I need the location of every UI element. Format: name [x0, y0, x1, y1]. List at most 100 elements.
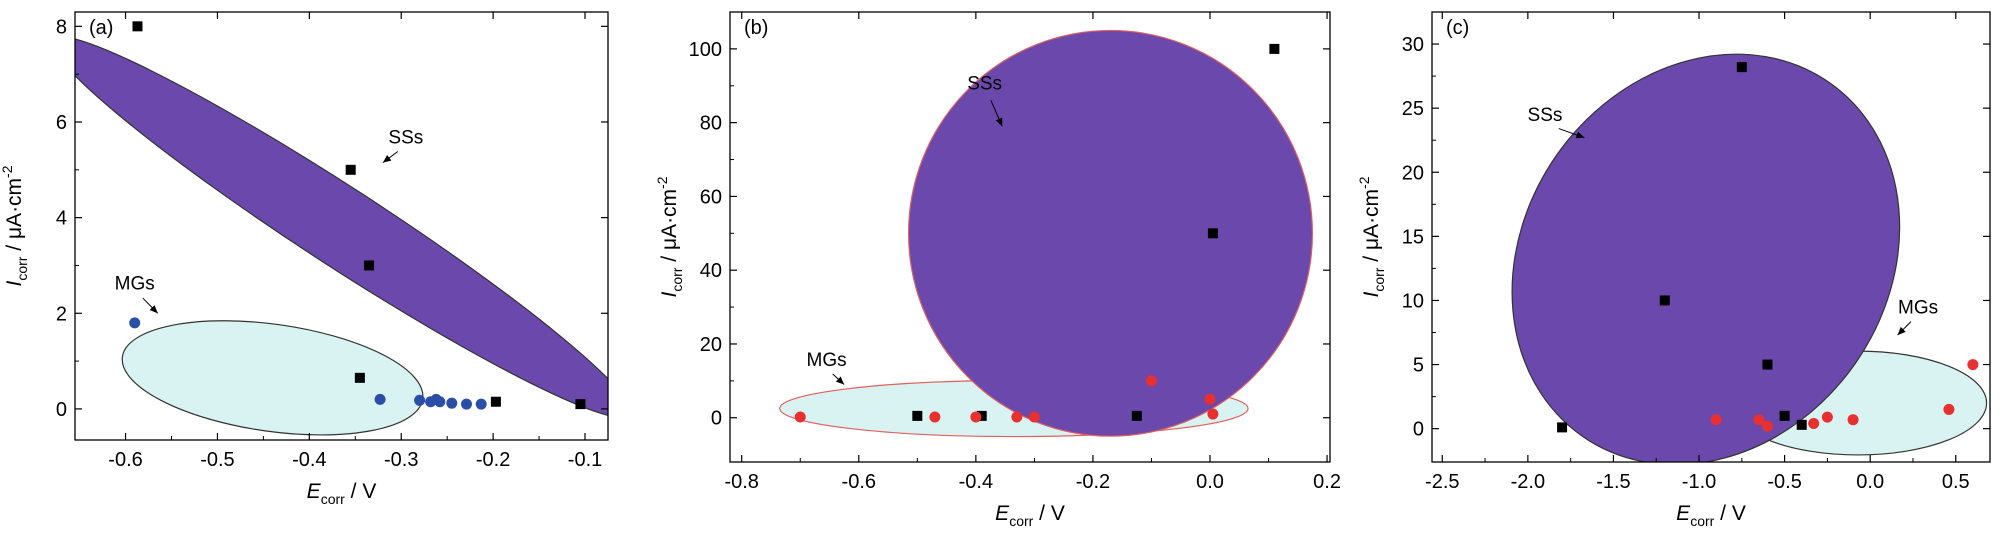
data-point-mgs [460, 398, 472, 410]
y-tick-label: 0 [711, 408, 722, 430]
panel-label: (b) [744, 17, 768, 39]
region-group [1511, 53, 1988, 462]
y-tick-label: 10 [1402, 290, 1424, 312]
data-point-sss [354, 372, 365, 383]
region-sss-ellipse [1511, 53, 1901, 462]
y-axis-label: Icorr / μA·cm-2 [654, 176, 685, 297]
x-tick-label: -0.3 [384, 449, 418, 471]
data-point-mgs [1011, 411, 1023, 423]
y-tick-label: 0 [56, 399, 67, 421]
y-tick-label: 100 [689, 39, 722, 61]
x-axis-label: Ecorr / V [995, 502, 1065, 529]
data-point-sss [1762, 359, 1773, 370]
region-arrowhead-sss [995, 117, 1003, 127]
data-point-mgs [475, 398, 487, 410]
data-point-sss [1796, 419, 1807, 430]
region-label-mgs: MGs [115, 273, 155, 294]
x-tick-label: -0.1 [568, 449, 602, 471]
region-label-sss: SSs [388, 128, 423, 149]
chart-panel-2: MGs SSs -0.8 -0.6 -0.4 -0.2 0.0 0.2 0 20 40 60 80 100… [654, 11, 1341, 529]
region-arrowhead-sss [1575, 131, 1585, 139]
data-point-mgs [1145, 375, 1157, 387]
data-point-mgs [1821, 411, 1833, 423]
data-point-mgs [970, 411, 982, 423]
region-label-mgs: MGs [1898, 297, 1938, 318]
y-tick-label: 30 [1402, 34, 1424, 56]
data-point-mgs [434, 396, 446, 408]
region-sss-ellipse [907, 29, 1314, 437]
plot-frame [74, 11, 609, 441]
data-point-mgs [1761, 420, 1773, 432]
y-tick-label: 5 [1413, 355, 1424, 377]
data-point-sss [1269, 43, 1280, 54]
x-tick-label: -0.2 [476, 449, 510, 471]
data-point-mgs [129, 317, 141, 329]
x-axis-label: Ecorr / V [307, 480, 377, 507]
region-arrowhead-mgs [149, 305, 158, 314]
x-tick-label: -2.5 [1425, 471, 1459, 493]
y-tick-label: 0 [1413, 419, 1424, 441]
y-tick-label: 15 [1402, 226, 1424, 248]
x-tick-label: 0.5 [1942, 471, 1970, 493]
x-axis-label: Ecorr / V [1676, 502, 1746, 529]
data-point-mgs [1808, 418, 1820, 430]
region-group [75, 36, 608, 436]
data-point-sss [132, 21, 143, 32]
plot-frame [1431, 11, 1991, 463]
chart-panel-3: MGs SSs -2.5 -2.0 -1.5 -1.0 -0.5 0.0 0.5 0 5 10 15 20… [1356, 11, 1991, 529]
region-label-sss: SSs [967, 73, 1002, 94]
plot-frame [729, 11, 1331, 463]
region-arrowhead-mgs [1897, 326, 1906, 336]
data-point-mgs [1207, 408, 1219, 420]
y-tick-label: 6 [56, 112, 67, 134]
data-point-sss [364, 260, 375, 271]
data-point-sss [1207, 228, 1218, 239]
data-point-mgs [446, 397, 458, 409]
x-tick-label: -0.2 [1076, 471, 1110, 493]
x-tick-label: -0.5 [1767, 471, 1801, 493]
x-tick-label: -0.4 [959, 471, 993, 493]
data-point-mgs [1028, 411, 1040, 423]
y-tick-label: 40 [700, 260, 722, 282]
region-arrowhead-mgs [835, 376, 845, 385]
x-tick-label: -2.0 [1511, 471, 1545, 493]
y-tick-label: 60 [700, 186, 722, 208]
data-point-mgs [1847, 414, 1859, 426]
data-point-mgs [374, 393, 386, 405]
region-label-mgs: MGs [807, 350, 847, 371]
x-tick-label: -1.0 [1682, 471, 1716, 493]
x-tick-label: 0.0 [1196, 471, 1224, 493]
data-point-sss [1779, 410, 1790, 421]
region-arrowhead-sss [382, 155, 392, 163]
data-point-mgs [1204, 393, 1216, 405]
y-tick-label: 2 [56, 303, 67, 325]
data-point-mgs [1753, 414, 1765, 426]
x-tick-label: -1.5 [1596, 471, 1630, 493]
y-tick-label: 4 [56, 208, 67, 230]
data-point-sss [490, 396, 501, 407]
data-point-sss [575, 399, 586, 410]
data-point-sss [1659, 295, 1670, 306]
x-tick-label: -0.6 [842, 471, 876, 493]
y-tick-label: 25 [1402, 98, 1424, 120]
x-tick-label: -0.5 [200, 449, 234, 471]
data-point-sss [912, 410, 923, 421]
data-point-mgs [794, 411, 806, 423]
data-point-mgs [1710, 414, 1722, 426]
data-point-sss [345, 164, 356, 175]
data-point-sss [976, 410, 987, 421]
x-tick-label: 0.2 [1313, 471, 1341, 493]
region-group [779, 29, 1314, 438]
data-point-mgs [1967, 359, 1979, 371]
x-tick-label: -0.8 [724, 471, 758, 493]
panel-label: (c) [1446, 17, 1469, 39]
y-axis-label: Icorr / μA·cm-2 [1356, 176, 1387, 297]
y-tick-label: 80 [700, 113, 722, 135]
y-tick-label: 20 [700, 334, 722, 356]
panel-label: (a) [89, 17, 113, 39]
data-point-mgs [414, 394, 426, 406]
region-mgs-ellipse [121, 320, 424, 436]
region-sss-ellipse [75, 36, 608, 419]
y-tick-label: 8 [56, 16, 67, 38]
